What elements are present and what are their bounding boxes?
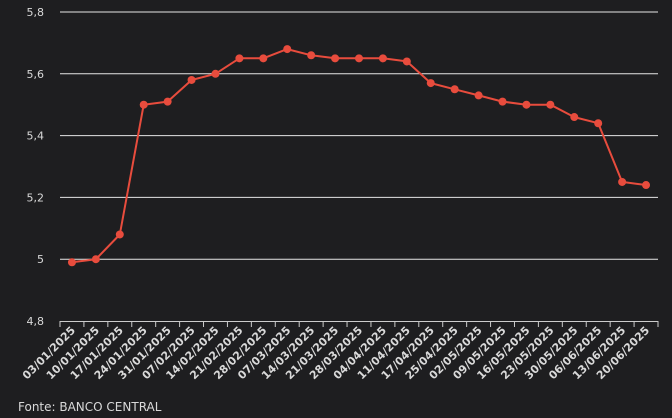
data-point[interactable]: [426, 79, 435, 88]
data-point[interactable]: [522, 100, 531, 109]
x-axis: 03/01/202510/01/202517/01/202524/01/2025…: [20, 321, 659, 382]
data-point[interactable]: [402, 57, 411, 66]
source-label: Fonte: BANCO CENTRAL: [18, 400, 162, 414]
data-point[interactable]: [235, 54, 244, 63]
data-point[interactable]: [474, 91, 483, 100]
data-point[interactable]: [546, 100, 555, 109]
y-axis: 4,8 5 5,2 5,4 5,6 5,8: [27, 6, 45, 328]
data-point[interactable]: [115, 230, 124, 239]
data-point[interactable]: [259, 54, 268, 63]
data-point[interactable]: [67, 258, 76, 267]
data-point[interactable]: [163, 97, 172, 106]
data-point[interactable]: [331, 54, 340, 63]
data-point[interactable]: [211, 69, 220, 78]
series: [67, 45, 651, 267]
y-tick-label: 5: [37, 253, 44, 266]
data-point[interactable]: [498, 97, 507, 106]
y-tick-label: 5,4: [27, 130, 45, 143]
data-point[interactable]: [187, 75, 196, 84]
grid-lines: [60, 11, 658, 260]
data-point[interactable]: [355, 54, 363, 63]
y-tick-label: 5,6: [27, 68, 45, 81]
data-point[interactable]: [618, 177, 627, 186]
y-tick-label: 5,8: [27, 6, 45, 19]
data-point[interactable]: [283, 45, 292, 54]
data-point[interactable]: [594, 119, 603, 128]
data-point[interactable]: [378, 54, 387, 63]
data-point[interactable]: [139, 100, 148, 109]
data-point[interactable]: [570, 113, 579, 122]
y-tick-label: 5,2: [27, 191, 45, 204]
data-point[interactable]: [307, 51, 316, 60]
y-tick-label: 4,8: [27, 315, 45, 328]
series-line: [71, 48, 647, 264]
data-point[interactable]: [642, 181, 651, 190]
data-point[interactable]: [450, 85, 459, 94]
data-point[interactable]: [91, 255, 100, 264]
